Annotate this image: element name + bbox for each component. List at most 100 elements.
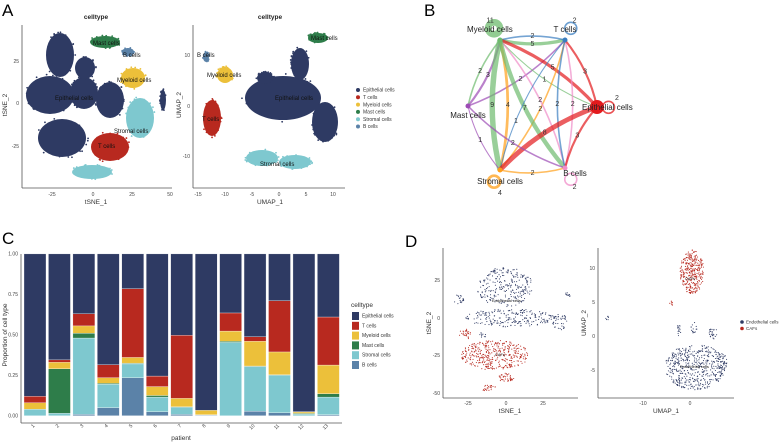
cell-point [317, 139, 320, 141]
endothelial-point [530, 281, 532, 283]
caf-point [526, 355, 529, 357]
endothelial-point [502, 286, 505, 288]
endothelial-point [693, 350, 695, 352]
endothelial-point [718, 358, 720, 360]
endothelial-point [698, 350, 700, 352]
endothelial-point [524, 293, 526, 295]
caf-point [465, 354, 467, 356]
caf-point [462, 356, 464, 358]
endothelial-point [685, 365, 687, 367]
cell-point [122, 82, 125, 84]
endothelial-point [718, 371, 720, 373]
caf-point [693, 263, 695, 265]
endothelial-point [698, 385, 700, 387]
caf-point [694, 291, 696, 293]
endothelial-point [502, 301, 504, 303]
endothelial-point [706, 370, 708, 372]
endothelial-point [512, 274, 514, 276]
interaction-edge [498, 104, 598, 172]
endothelial-point [525, 322, 527, 324]
cell-point [116, 44, 119, 46]
endothelial-point [493, 310, 495, 313]
cell-point [96, 136, 99, 139]
endothelial-point [479, 280, 481, 283]
endothelial-point [667, 357, 670, 359]
caf-point [695, 264, 697, 266]
cell-point [120, 80, 123, 83]
endothelial-point [722, 374, 724, 376]
caf-point [686, 272, 688, 274]
cell-point [25, 92, 28, 95]
endothelial-point [690, 384, 692, 386]
endothelial-point [494, 320, 496, 322]
cell-point [202, 56, 204, 59]
endothelial-point [683, 376, 685, 378]
y-tick: 5 [592, 300, 595, 306]
endothelial-point [529, 277, 531, 280]
caf-point [475, 350, 477, 352]
endothelial-point [682, 368, 684, 370]
endothelial-point [706, 347, 708, 349]
endothelial-point [511, 312, 513, 314]
caf-point [685, 253, 687, 255]
caf-point [464, 356, 466, 358]
panel-label-a: A [2, 1, 14, 20]
endothelial-point [667, 365, 669, 367]
endothelial-point [709, 352, 711, 354]
edge-weight-label: 1 [514, 118, 518, 125]
caf-point [687, 269, 689, 271]
endothelial-point [560, 329, 562, 331]
endothelial-point [492, 312, 494, 314]
caf-point [484, 368, 486, 370]
cell-point [97, 164, 100, 167]
caf-point [477, 365, 479, 367]
endothelial-point [723, 370, 726, 372]
caf-point [690, 279, 692, 281]
bar-segment-t-cells [97, 364, 120, 378]
legend-swatch [352, 331, 359, 340]
caf-point [488, 354, 490, 356]
caf-point [490, 359, 492, 361]
caf-point [505, 354, 507, 356]
caf-point [684, 260, 686, 262]
cell-point [211, 97, 214, 100]
cell-point [94, 83, 97, 85]
endothelial-point [488, 313, 490, 315]
endothelial-point [509, 317, 511, 319]
endothelial-point [679, 372, 681, 374]
endothelial-point [504, 321, 506, 323]
endothelial-point [521, 312, 524, 314]
caf-point [520, 360, 522, 363]
endothelial-point [687, 358, 689, 360]
caf-point [471, 345, 473, 347]
endothelial-point [502, 287, 504, 289]
interaction-edge [499, 38, 599, 109]
caf-point [509, 341, 511, 343]
edge-weight-label: 1 [478, 137, 482, 144]
bar-segment-t-cells [219, 312, 242, 332]
endothelial-point [671, 376, 673, 378]
cell-point [28, 102, 31, 105]
cell-point [118, 44, 121, 46]
caf-point [702, 271, 704, 274]
cell-point [322, 140, 324, 143]
endothelial-point [480, 295, 482, 297]
endothelial-point [482, 333, 484, 335]
cell-point [111, 173, 113, 175]
endothelial-point [557, 314, 559, 316]
bar-segment-stromal-cells [72, 337, 96, 415]
cell-point [159, 95, 162, 98]
caf-point [688, 268, 690, 270]
endothelial-point [718, 354, 720, 356]
endothelial-point [713, 338, 715, 340]
bar-segment-mast-cells [72, 333, 96, 339]
endothelial-point [704, 387, 706, 389]
caf-point [481, 362, 483, 364]
x-tick-label: 7 [177, 423, 183, 429]
caf-point [691, 260, 693, 263]
endothelial-point [481, 334, 483, 336]
endothelial-point [715, 329, 717, 331]
caf-point [685, 288, 687, 290]
caf-point [488, 367, 490, 370]
bar-segment-myeloid-cells [317, 364, 340, 394]
